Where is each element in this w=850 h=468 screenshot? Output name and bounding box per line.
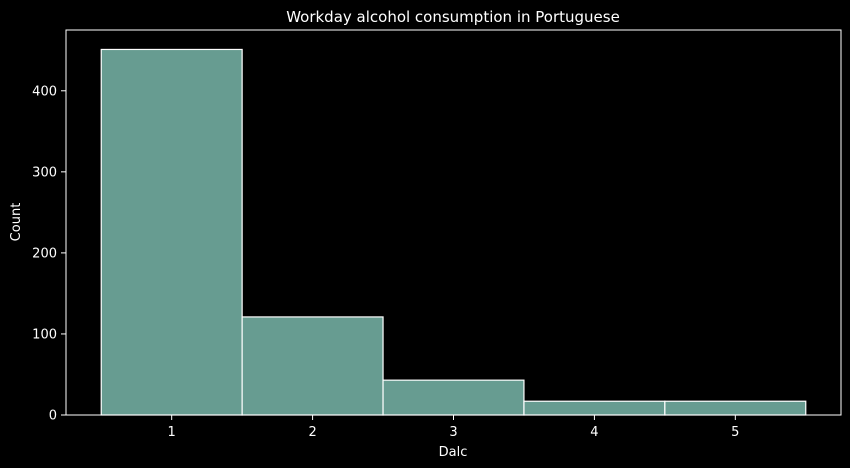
- x-axis-ticks: 1 2 3 4 5: [168, 415, 739, 440]
- y-tick-label: 400: [32, 84, 57, 99]
- y-tick-label: 200: [32, 246, 57, 261]
- y-tick-label: 300: [32, 165, 57, 180]
- bar-1: [100, 48, 243, 416]
- bar-5: [664, 400, 807, 416]
- bar-3: [382, 379, 525, 416]
- x-tick-label: 4: [590, 425, 598, 440]
- y-axis-ticks: 0 100 200 300 400: [32, 84, 66, 424]
- bars-group: [100, 48, 807, 416]
- y-axis-label: Count: [9, 203, 24, 242]
- x-tick-label: 5: [731, 425, 739, 440]
- x-tick-label: 2: [308, 425, 316, 440]
- chart-title: Workday alcohol consumption in Portugues…: [286, 8, 620, 26]
- y-tick-label: 100: [32, 327, 57, 342]
- x-tick-label: 3: [449, 425, 457, 440]
- y-tick-label: 0: [49, 409, 57, 424]
- bar-2: [241, 316, 384, 416]
- x-axis-label: Dalc: [439, 445, 468, 460]
- bar-4: [523, 400, 666, 416]
- x-tick-label: 1: [168, 425, 176, 440]
